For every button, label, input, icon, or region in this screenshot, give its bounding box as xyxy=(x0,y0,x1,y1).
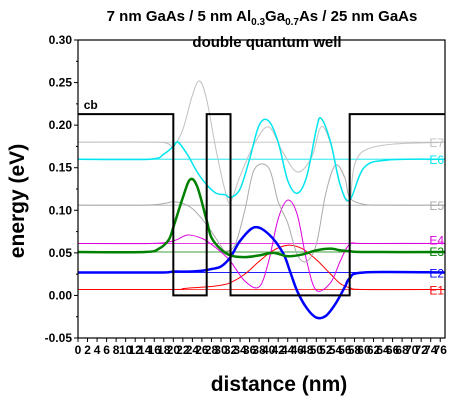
chart-title-line2: double quantum well xyxy=(192,34,341,51)
conduction-band-label: cb xyxy=(84,98,98,112)
x-tick-label: 54 xyxy=(329,343,343,357)
level-label-e6: E6 xyxy=(429,153,444,167)
plot-frame xyxy=(77,39,446,339)
x-tick-label: 24 xyxy=(186,343,200,357)
x-tick-label: 40 xyxy=(262,343,276,357)
y-tick-label: 0.10 xyxy=(49,203,73,217)
x-tick-label: 64 xyxy=(376,343,390,357)
x-tick-label: 52 xyxy=(319,343,333,357)
x-tick-label: 44 xyxy=(281,343,295,357)
wavefunction-e1 xyxy=(77,244,446,291)
x-tick-label: 50 xyxy=(310,343,324,357)
wavefunction-e6 xyxy=(77,117,446,202)
x-tick-label: 38 xyxy=(252,343,266,357)
x-tick-label: 72 xyxy=(414,343,428,357)
x-tick-label: 20 xyxy=(167,343,181,357)
y-tick-label: 0.25 xyxy=(49,76,73,90)
level-label-e5: E5 xyxy=(429,199,444,213)
x-tick-label: 74 xyxy=(424,343,438,357)
x-tick-label: 14 xyxy=(138,343,152,357)
y-tick-label: 0.00 xyxy=(49,288,73,302)
x-tick-label: 4 xyxy=(94,343,101,357)
y-tick-label: 0.20 xyxy=(49,118,73,132)
x-tick-label: 68 xyxy=(395,343,409,357)
x-axis-label: distance (nm) xyxy=(211,373,348,396)
x-tick-label: 70 xyxy=(405,343,419,357)
wavefunction-e4 xyxy=(77,199,446,292)
x-tick-label: 6 xyxy=(103,343,110,357)
y-tick-label: 0.05 xyxy=(49,246,73,260)
wavefunction-e3 xyxy=(77,177,446,259)
x-tick-label: 8 xyxy=(113,343,120,357)
x-tick-label: 10 xyxy=(119,343,133,357)
level-label-e3: E3 xyxy=(429,245,444,259)
x-tick-label: 22 xyxy=(176,343,190,357)
y-tick-label: -0.05 xyxy=(45,331,73,345)
chart-title-line1: 7 nm GaAs / 5 nm Al0.3Ga0.7As / 25 nm Ga… xyxy=(107,8,418,28)
conduction-band-line xyxy=(78,113,445,297)
x-tick-label: 30 xyxy=(214,343,228,357)
x-tick-label: 34 xyxy=(233,343,247,357)
wavefunction-e5 xyxy=(77,163,446,263)
x-tick-label: 56 xyxy=(338,343,352,357)
level-label-e4: E4 xyxy=(429,233,444,247)
x-axis: 0 2 4 6 8 10121416182022242628303234363840424… xyxy=(75,338,448,357)
y-tick-label: 0.15 xyxy=(49,161,73,175)
level-label-e7: E7 xyxy=(429,136,444,150)
x-tick-label: 32 xyxy=(224,343,238,357)
x-tick-label: 2 xyxy=(84,343,91,357)
x-tick-label: 62 xyxy=(367,343,381,357)
x-tick-label: 60 xyxy=(357,343,371,357)
x-tick-label: 48 xyxy=(300,343,314,357)
y-axis: -0.05 0.00 0.05 0.10 0.15 0.20 0.25 0.30 xyxy=(45,33,78,345)
x-tick-label: 16 xyxy=(148,343,162,357)
x-tick-label: 28 xyxy=(205,343,219,357)
x-tick-label: 12 xyxy=(129,343,143,357)
x-tick-label: 42 xyxy=(272,343,286,357)
x-tick-label: 0 xyxy=(75,343,82,357)
level-label-e1: E1 xyxy=(429,283,444,297)
x-tick-label: 36 xyxy=(243,343,257,357)
y-tick-label: 0.30 xyxy=(49,33,73,47)
level-label-e2: E2 xyxy=(429,266,444,280)
x-tick-label: 76 xyxy=(434,343,448,357)
x-tick-label: 46 xyxy=(291,343,305,357)
y-axis-label: energy (eV) xyxy=(6,144,29,258)
x-tick-label: 26 xyxy=(195,343,209,357)
x-tick-label: 66 xyxy=(386,343,400,357)
x-tick-label: 58 xyxy=(348,343,362,357)
x-tick-label: 18 xyxy=(157,343,171,357)
